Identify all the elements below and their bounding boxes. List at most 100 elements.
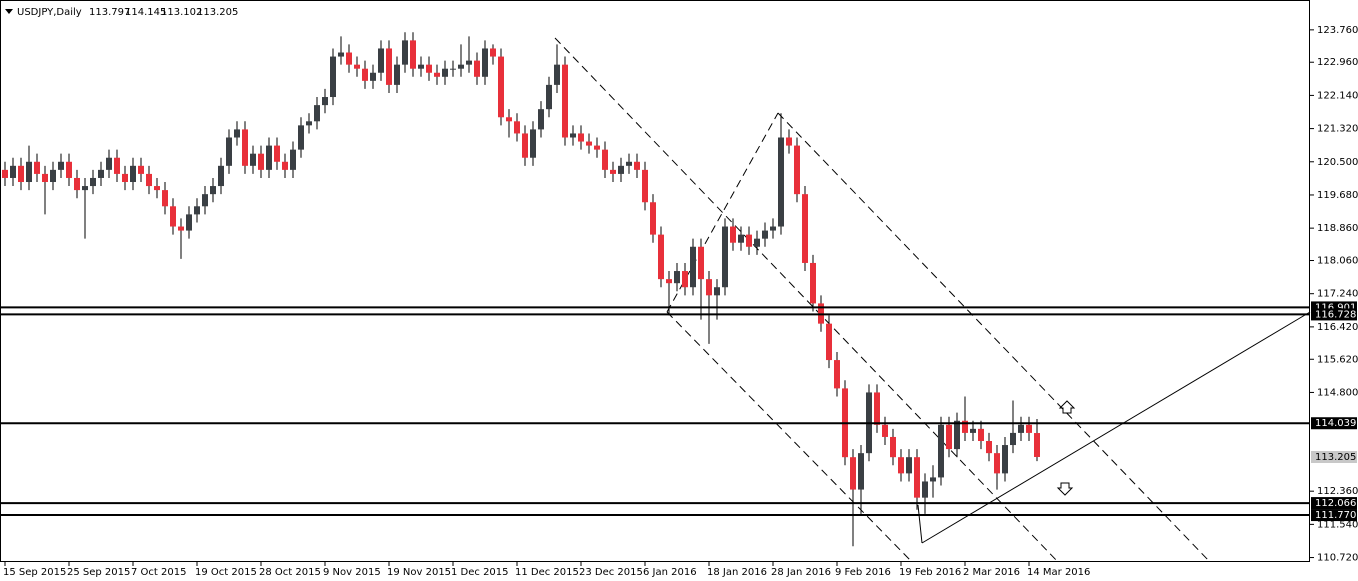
candle-body — [746, 234, 752, 247]
candle-body — [770, 226, 776, 231]
y-tick-label: 118.060 — [1317, 256, 1358, 267]
x-tick-label: 2 Mar 2016 — [963, 567, 1020, 578]
candle-body — [466, 60, 472, 65]
x-tick-label: 9 Nov 2015 — [323, 567, 381, 578]
x-tick-label: 28 Oct 2015 — [259, 567, 321, 578]
candle-body — [898, 457, 904, 474]
candle-body — [970, 428, 976, 433]
candle-body — [610, 169, 616, 174]
x-tick-label: 19 Nov 2015 — [387, 567, 451, 578]
candle-body — [346, 52, 352, 65]
candle-body — [722, 226, 728, 288]
candle-body — [650, 202, 656, 235]
candle-body — [122, 173, 128, 183]
candle-body — [322, 97, 328, 106]
candle-body — [682, 271, 688, 288]
candle-body — [58, 161, 64, 170]
level-label: 112.066 — [1315, 498, 1356, 509]
x-tick-label: 11 Dec 2015 — [515, 567, 579, 578]
channel-line — [554, 37, 1059, 563]
candle-body — [538, 109, 544, 130]
candle-body — [490, 48, 496, 57]
y-tick-label: 119.680 — [1317, 190, 1358, 201]
candle-body — [922, 481, 928, 498]
x-tick-label: 7 Oct 2015 — [131, 567, 186, 578]
candle-body — [162, 190, 168, 207]
y-tick-label: 122.960 — [1317, 57, 1358, 68]
candle-body — [1002, 445, 1008, 474]
level-label: 114.039 — [1315, 418, 1356, 429]
level-label: 116.728 — [1315, 309, 1356, 320]
y-tick-label: 112.360 — [1317, 486, 1358, 497]
x-tick-label: 14 Mar 2016 — [1027, 567, 1090, 578]
candle-body — [554, 64, 560, 85]
candle-body — [706, 279, 712, 296]
candle-body — [1026, 424, 1032, 433]
candle-body — [210, 186, 216, 195]
candle-body — [634, 161, 640, 170]
candle-body — [738, 234, 744, 243]
candle-body — [474, 60, 480, 77]
candle-body — [250, 153, 256, 166]
y-tick-label: 121.320 — [1317, 124, 1358, 135]
y-tick-label: 117.240 — [1317, 289, 1358, 300]
y-tick-label: 116.420 — [1317, 322, 1358, 333]
channel-line — [666, 112, 779, 313]
candle-body — [642, 169, 648, 203]
candle-body — [450, 68, 456, 70]
candle-body — [594, 145, 600, 150]
candle-body — [570, 133, 576, 138]
candle-body — [506, 117, 512, 122]
candle-body — [178, 226, 184, 231]
candle-body — [698, 246, 704, 280]
candle-body — [18, 165, 24, 183]
x-tick-label: 19 Oct 2015 — [195, 567, 257, 578]
candle-body — [810, 262, 816, 304]
candle-body — [42, 173, 48, 183]
candle-body — [714, 287, 720, 296]
y-tick-label: 120.500 — [1317, 157, 1358, 168]
candle-body — [290, 149, 296, 170]
candle-body — [418, 64, 424, 69]
candle-body — [226, 137, 232, 166]
candle-body — [978, 428, 984, 442]
candle-body — [50, 169, 56, 183]
candle-body — [994, 453, 1000, 474]
header-low: 113.102 — [161, 7, 202, 18]
candle-body — [330, 56, 336, 98]
candle-body — [778, 137, 784, 227]
y-tick-label: 111.540 — [1317, 519, 1358, 530]
header-close: 113.205 — [197, 7, 238, 18]
candle-body — [754, 238, 760, 247]
level-label: 111.770 — [1315, 510, 1356, 521]
candle-body — [874, 392, 880, 425]
header-open: 113.797 — [89, 7, 130, 18]
arrow-down — [1056, 482, 1074, 496]
price-label: 113.205 — [1315, 452, 1356, 463]
candle-body — [378, 48, 384, 73]
x-tick-label: 18 Jan 2016 — [707, 567, 767, 578]
candle-body — [906, 457, 912, 474]
candle-body — [306, 121, 312, 126]
candle-body — [826, 323, 832, 361]
candle-body — [354, 64, 360, 69]
candle-body — [674, 271, 680, 284]
candle-body — [282, 161, 288, 170]
candle-body — [298, 125, 304, 150]
candle-body — [130, 165, 136, 183]
candle-body — [2, 169, 8, 178]
candle-body — [586, 141, 592, 146]
candle-body — [234, 129, 240, 138]
candle-body — [434, 72, 440, 77]
trend-line — [921, 311, 1311, 544]
candle-body — [394, 64, 400, 85]
candle-body — [202, 194, 208, 207]
candle-body — [618, 165, 624, 174]
level-label-box — [1311, 308, 1357, 321]
y-tick-label: 118.860 — [1317, 223, 1358, 234]
candle-body — [954, 420, 960, 450]
candle-body — [154, 186, 160, 191]
candle-body — [562, 64, 568, 138]
candle-body — [26, 161, 32, 183]
